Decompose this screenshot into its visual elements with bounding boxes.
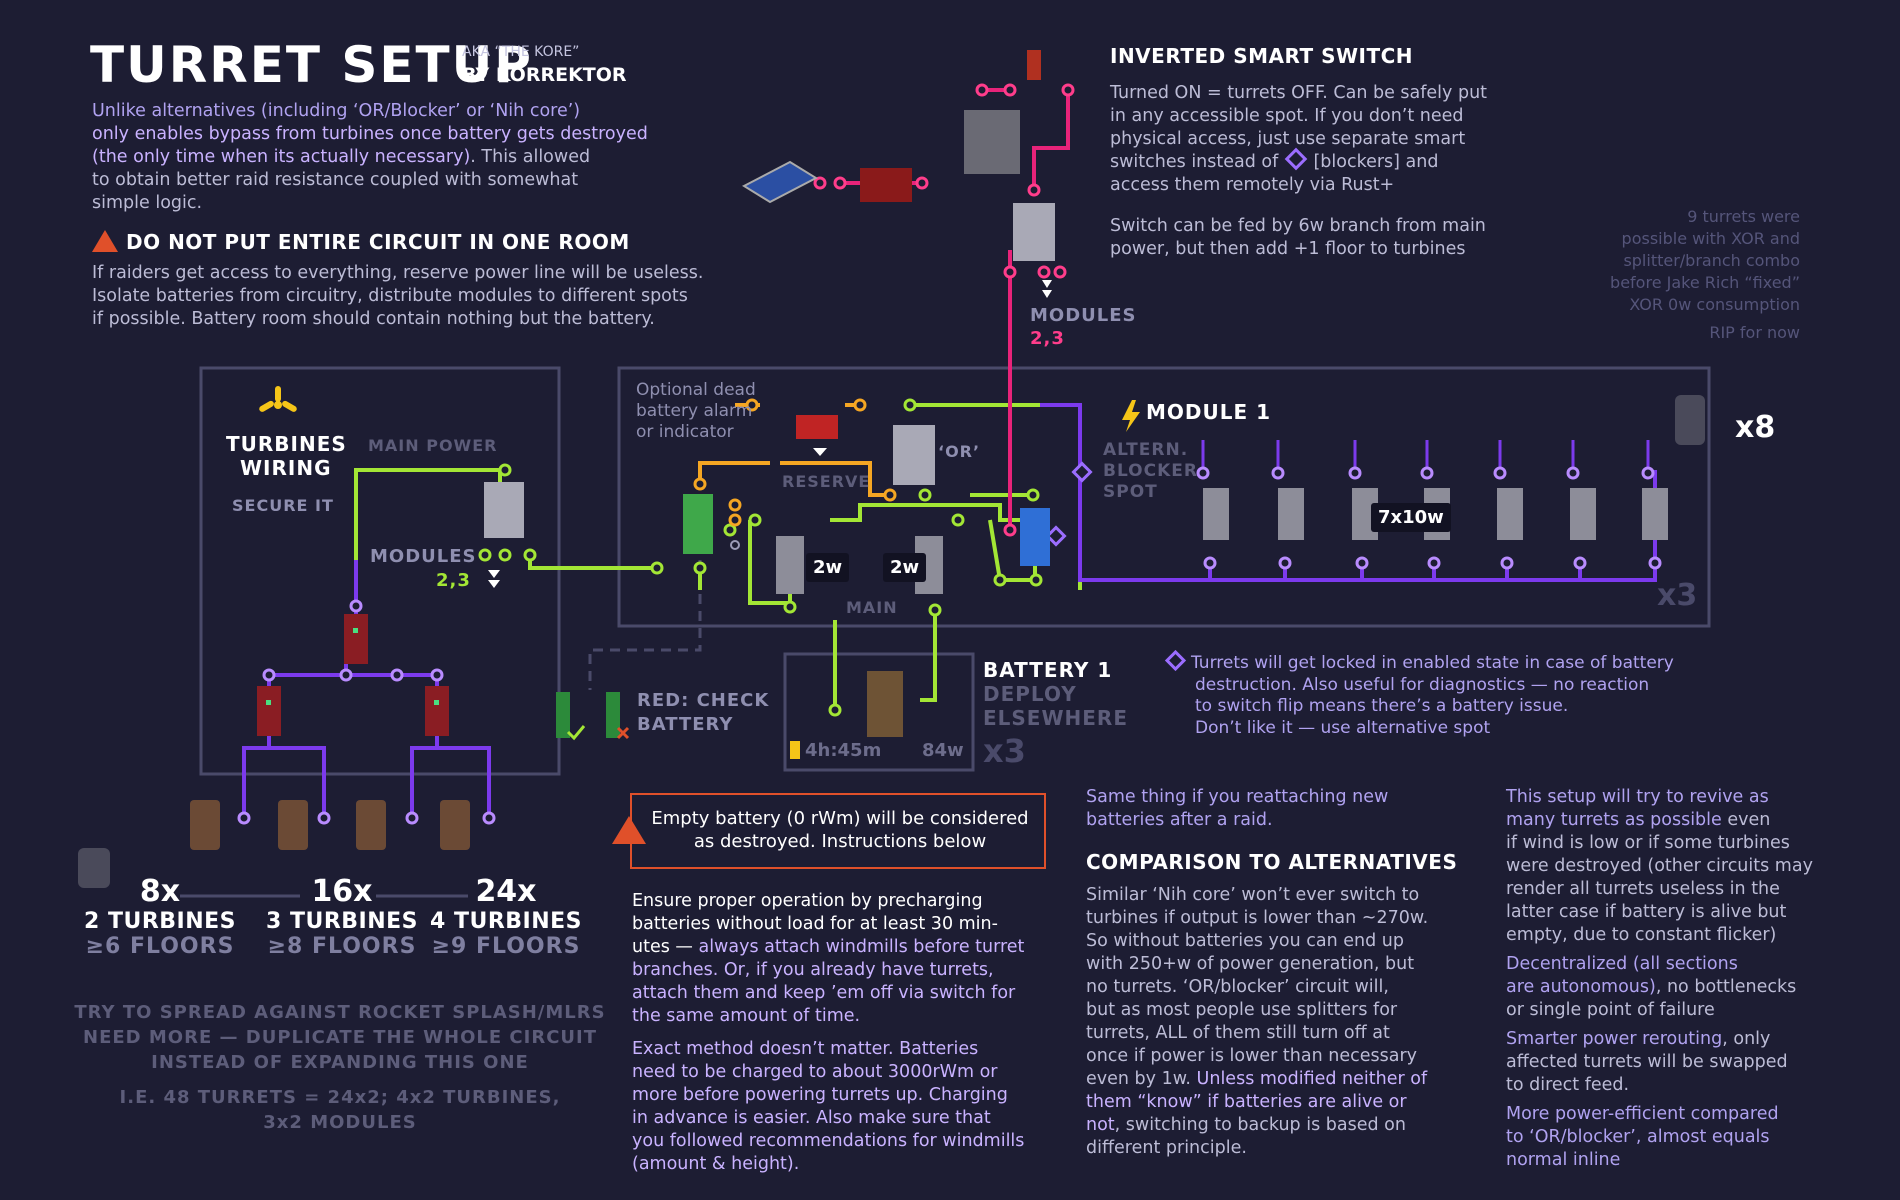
battery-deploy: DEPLOY [983,682,1077,706]
side-note: 9 turrets were possible with XOR and spl… [1610,207,1800,342]
same-thing-note: Same thing if you reattaching new batter… [1086,787,1389,830]
module1-title: MODULE 1 [1146,400,1272,424]
smart-switch-text: Turned ON = turrets OFF. Can be safely p… [1110,83,1488,259]
secure-label: SECURE IT [232,496,334,515]
comparison-title: COMPARISON TO ALTERNATIVES [1086,850,1458,874]
branch-battery-1 [776,536,804,594]
tier-24: 24x 4 TURBINES ≥9 FLOORS [429,874,583,959]
blocker-diamond-left [1071,461,1093,483]
tier-8: 8x 2 TURBINES ≥6 FLOORS [83,874,237,959]
main-label: MAIN [846,598,898,617]
turbines-wiring-box [199,366,561,776]
turbine-wiring-nodes [237,599,496,825]
smart-switch-title: INVERTED SMART SWITCH [1110,44,1414,68]
battery-watts: 84w [922,740,964,761]
blue-blocker [1020,508,1050,566]
turret-sprite-small [78,848,110,888]
empty-battery-text: Empty battery (0 rWm) will be considered… [651,808,1029,852]
turret-power-tag: 7x10w [1371,503,1451,532]
lightning-icon [1122,400,1140,432]
power-tag-2: 2w [883,553,927,582]
arrow-markers [488,280,1052,588]
benefits-text: This setup will try to revive as many tu… [1506,787,1813,1170]
battery-elsewhere: ELSEWHERE [983,706,1128,730]
comparison-text: Similar ‘Nih core’ won’t ever switch to … [1086,885,1429,1158]
switch-boxes [484,203,1055,538]
modules-top-label: MODULES [1030,305,1137,326]
electrical-branch-device [964,110,1020,174]
solar-panel [741,160,819,204]
turbines-title: TURBINES [226,432,347,456]
aka-label: AKA “THE KORE” [462,44,580,60]
altern-blocker-label: ALTERN. BLOCKER SPOT [1103,440,1198,502]
wiring-title: WIRING [240,456,332,480]
optional-alarm-note: Optional dead battery alarm or indicator [636,380,756,442]
pink-nodes [813,83,1075,537]
module1-box [617,366,1711,628]
reserve-label: RESERVE [782,472,871,491]
check-battery-line2: BATTERY [637,714,734,735]
spread-note: TRY TO SPREAD AGAINST ROCKET SPLASH/MLRS… [74,1002,606,1133]
modules-top-nums: 2,3 [1030,328,1065,349]
warning-text: If raiders get access to everything, res… [92,263,704,329]
battery-multiplier: x3 [983,732,1026,770]
locked-note: Turrets will get locked in enabled state… [1164,649,1674,739]
turret-feeds [1201,440,1650,470]
large-battery [867,671,903,737]
splitter-devices [257,614,449,736]
module-multiplier: x3 [1657,578,1698,613]
battery-charge-icon [790,741,800,759]
battery-time: 4h:45m [790,740,881,761]
main-power-label: MAIN POWER [368,436,498,455]
precharge-text: Ensure proper operation by precharging b… [632,891,1025,1174]
module-batteries [1203,488,1668,540]
power-tag-1: 2w [806,553,850,582]
warning-icon [92,230,118,252]
green-nodes [478,398,1043,717]
orange-nodes [693,398,897,527]
battery-title: BATTERY 1 [983,658,1113,682]
module-nodes [1196,466,1662,570]
tier-16: 16x 3 TURBINES ≥8 FLOORS [265,874,419,959]
blocker-diamond-icon [1284,147,1308,171]
turret-sprite-x8 [1675,395,1705,445]
turret-sprites [190,800,470,850]
empty-battery-warning-icon [612,816,646,844]
or-label: ‘OR’ [938,442,981,461]
modules-left-label: MODULES [370,546,477,567]
green-battery [683,494,713,554]
turret-multiplier: x8 [1735,410,1776,445]
page-title: TURRET SETUP [90,36,533,94]
check-indicator-ok [556,692,570,738]
check-indicator-bad [606,692,620,738]
check-battery-line1: RED: CHECK [637,690,770,711]
modules-left-nums: 2,3 [436,570,471,591]
intro-text: Unlike alternatives (including ‘OR/Block… [92,101,648,213]
blocker-diamond-switch [1045,525,1067,547]
battery-box [783,652,975,772]
turbine-icon [259,386,297,412]
small-battery [860,168,912,202]
siren-light [1027,50,1041,80]
author-label: BY KORREKTOR [462,64,627,86]
dashed-indicator-link [588,560,702,690]
blocker-diamond-icon-2 [1164,649,1187,672]
warning-title: DO NOT PUT ENTIRE CIRCUIT IN ONE ROOM [92,230,630,254]
alarm-device [796,415,838,439]
